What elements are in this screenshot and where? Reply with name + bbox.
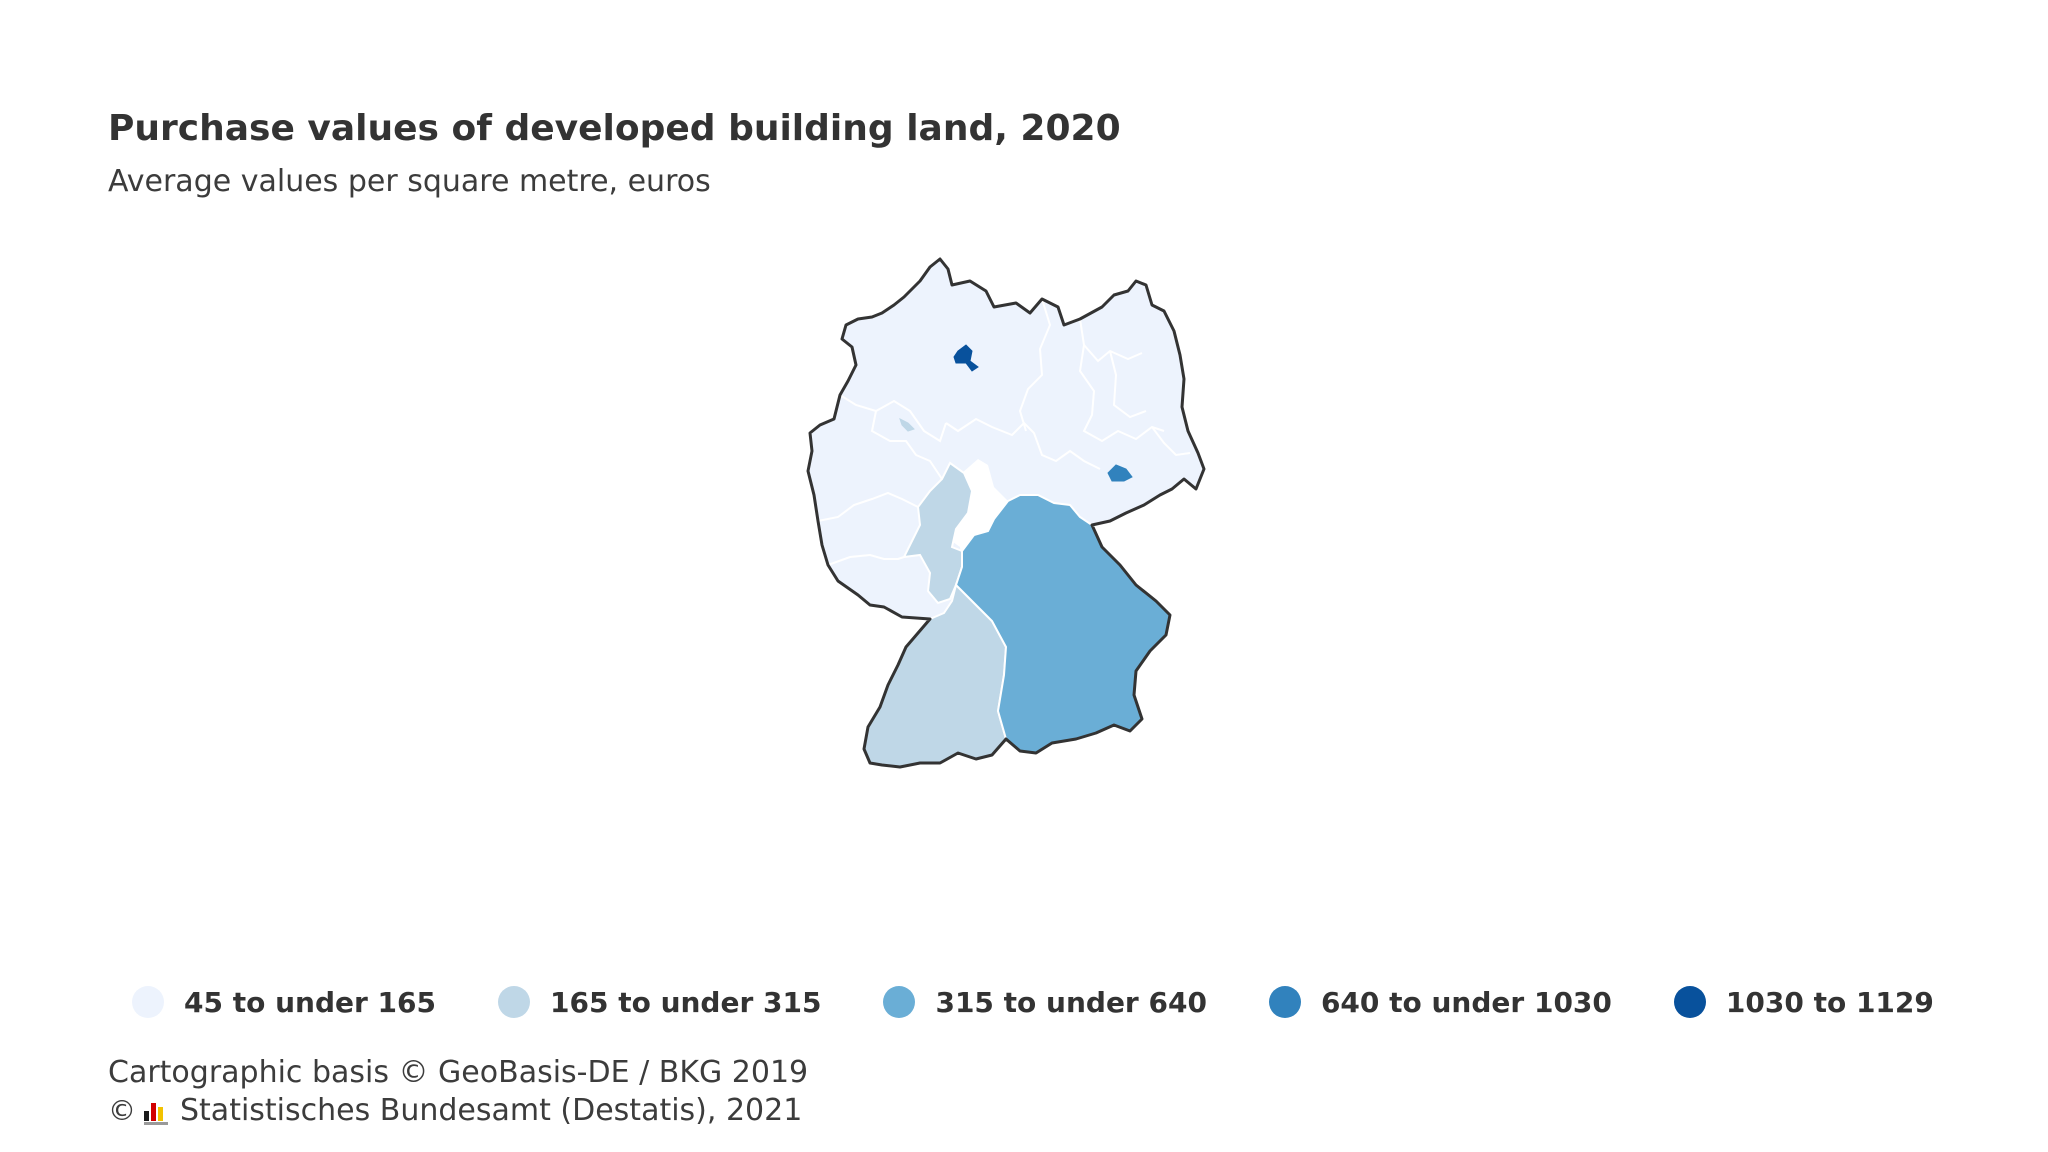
legend-swatch [1673, 986, 1706, 1018]
legend-label: 640 to under 1030 [1320, 985, 1612, 1019]
map-title: Purchase values of developed building la… [108, 108, 1121, 149]
legend-item: 165 to under 315 [498, 986, 821, 1019]
map-legend: 45 to under 165 165 to under 315 315 to … [132, 978, 1996, 1026]
publisher-text: Statistisches Bundesamt (Destatis), 2021 [180, 1093, 803, 1128]
legend-label: 165 to under 315 [550, 985, 822, 1019]
legend-label: 315 to under 640 [935, 985, 1207, 1019]
legend-item: 315 to under 640 [883, 985, 1207, 1019]
legend-swatch [883, 986, 916, 1018]
germany-choropleth-map [806, 257, 1206, 769]
cartographic-source: Cartographic basis © GeoBasis-DE / BKG 2… [108, 1055, 809, 1090]
region-bremen[interactable] [899, 418, 915, 432]
legend-label: 45 to under 165 [184, 985, 436, 1019]
legend-swatch [1268, 986, 1301, 1018]
germany-national-border [806, 257, 1206, 769]
legend-label: 1030 to 1129 [1725, 985, 1934, 1019]
destatis-logo-icon [144, 1102, 168, 1125]
publisher-source: © Statistisches Bundesamt (Destatis), 20… [108, 1093, 802, 1128]
map-subtitle: Average values per square metre, euros [108, 164, 711, 199]
region-north-east-west-states[interactable] [808, 259, 1204, 619]
legend-item: 640 to under 1030 [1268, 985, 1612, 1019]
region-berlin[interactable] [1107, 464, 1133, 482]
legend-swatch [498, 986, 530, 1018]
legend-swatch [132, 986, 164, 1018]
copyright-symbol: © [108, 1094, 136, 1127]
legend-item: 1030 to 1129 [1673, 985, 1934, 1019]
legend-item: 45 to under 165 [132, 986, 436, 1019]
region-hesse[interactable] [902, 461, 974, 605]
region-hamburg[interactable] [953, 344, 979, 372]
